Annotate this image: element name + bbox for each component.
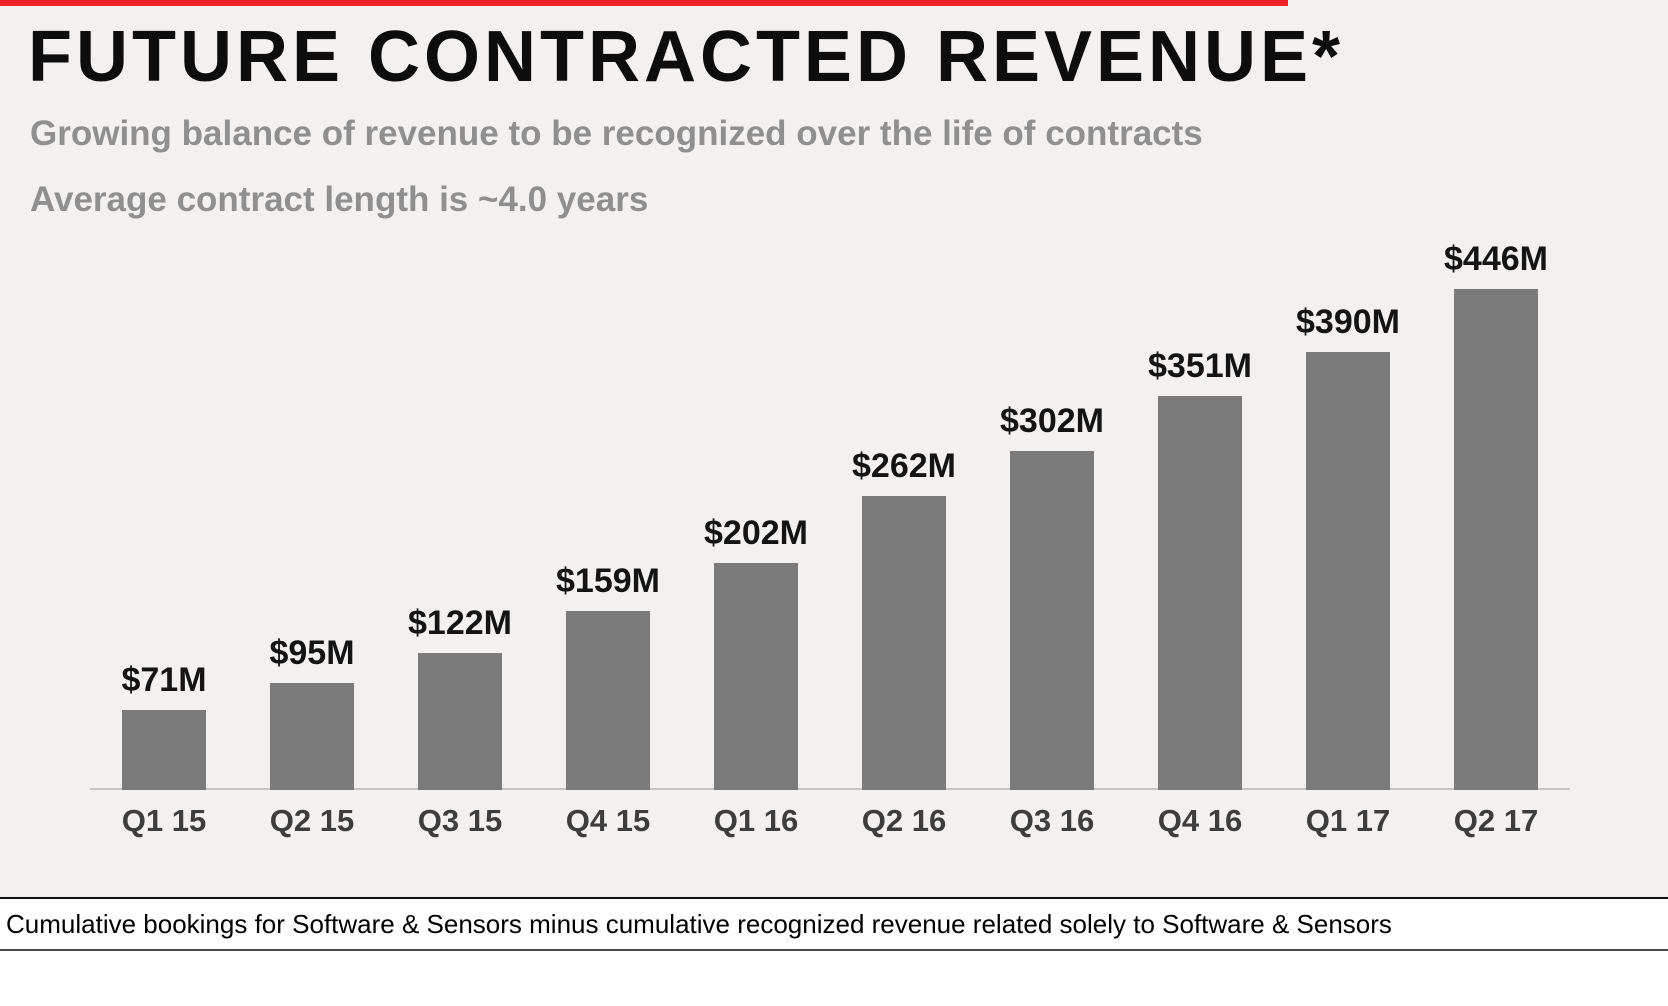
x-axis-tick-label: Q1 15 xyxy=(121,803,207,838)
bar xyxy=(270,683,354,790)
bar xyxy=(1010,451,1094,790)
bar-chart: $71M Q1 15 $95M Q2 15 $122M Q3 15 $159M Q4 15 $2… xyxy=(90,240,1570,852)
x-axis-tick-label: Q4 16 xyxy=(1157,803,1243,838)
bar-value-label: $446M xyxy=(1444,240,1548,278)
x-axis-tick-label: Q4 15 xyxy=(565,803,651,838)
bar-column: $302M Q3 16 xyxy=(978,240,1126,852)
bar-column: $95M Q2 15 xyxy=(238,240,386,852)
x-axis-tick-label: Q3 15 xyxy=(417,803,503,838)
bar xyxy=(566,611,650,790)
page-title: FUTURE CONTRACTED REVENUE* xyxy=(28,17,1345,97)
x-axis-tick-label: Q2 16 xyxy=(861,803,947,838)
bar xyxy=(418,653,502,790)
bar-value-label: $122M xyxy=(408,604,512,642)
bar xyxy=(714,563,798,790)
bar xyxy=(122,710,206,790)
bar-column: $159M Q4 15 xyxy=(534,240,682,852)
bar-column: $351M Q4 16 xyxy=(1126,240,1274,852)
subtitle-line-1: Growing balance of revenue to be recogni… xyxy=(30,114,1203,153)
x-axis-tick-label: Q2 15 xyxy=(269,803,355,838)
bar-column: $446M Q2 17 xyxy=(1422,240,1570,852)
bar-value-label: $71M xyxy=(121,661,207,699)
bar-value-label: $159M xyxy=(556,562,660,600)
bar-chart-columns: $71M Q1 15 $95M Q2 15 $122M Q3 15 $159M Q4 15 $2… xyxy=(90,240,1570,852)
bar-value-label: $390M xyxy=(1296,303,1400,341)
x-axis-tick-label: Q3 16 xyxy=(1009,803,1095,838)
bar-column: $202M Q1 16 xyxy=(682,240,830,852)
bar-column: $122M Q3 15 xyxy=(386,240,534,852)
x-axis-tick-label: Q2 17 xyxy=(1453,803,1539,838)
bar-value-label: $351M xyxy=(1148,347,1252,385)
bar-value-label: $95M xyxy=(269,634,355,672)
bar-column: $71M Q1 15 xyxy=(90,240,238,852)
footnote: Cumulative bookings for Software & Senso… xyxy=(0,899,1668,951)
footnote-strip: Cumulative bookings for Software & Senso… xyxy=(0,897,1668,1006)
bar-value-label: $302M xyxy=(1000,402,1104,440)
bar-value-label: $202M xyxy=(704,514,808,552)
bar-value-label: $262M xyxy=(852,447,956,485)
subtitle-line-2: Average contract length is ~4.0 years xyxy=(30,180,649,219)
bar-column: $262M Q2 16 xyxy=(830,240,978,852)
x-axis-tick-label: Q1 17 xyxy=(1305,803,1391,838)
x-axis-tick-label: Q1 16 xyxy=(713,803,799,838)
bar xyxy=(1454,289,1538,790)
bar xyxy=(1306,352,1390,790)
bar xyxy=(862,496,946,790)
bar-column: $390M Q1 17 xyxy=(1274,240,1422,852)
x-axis-line xyxy=(90,788,1570,790)
top-red-line xyxy=(0,0,1288,6)
bar xyxy=(1158,396,1242,790)
